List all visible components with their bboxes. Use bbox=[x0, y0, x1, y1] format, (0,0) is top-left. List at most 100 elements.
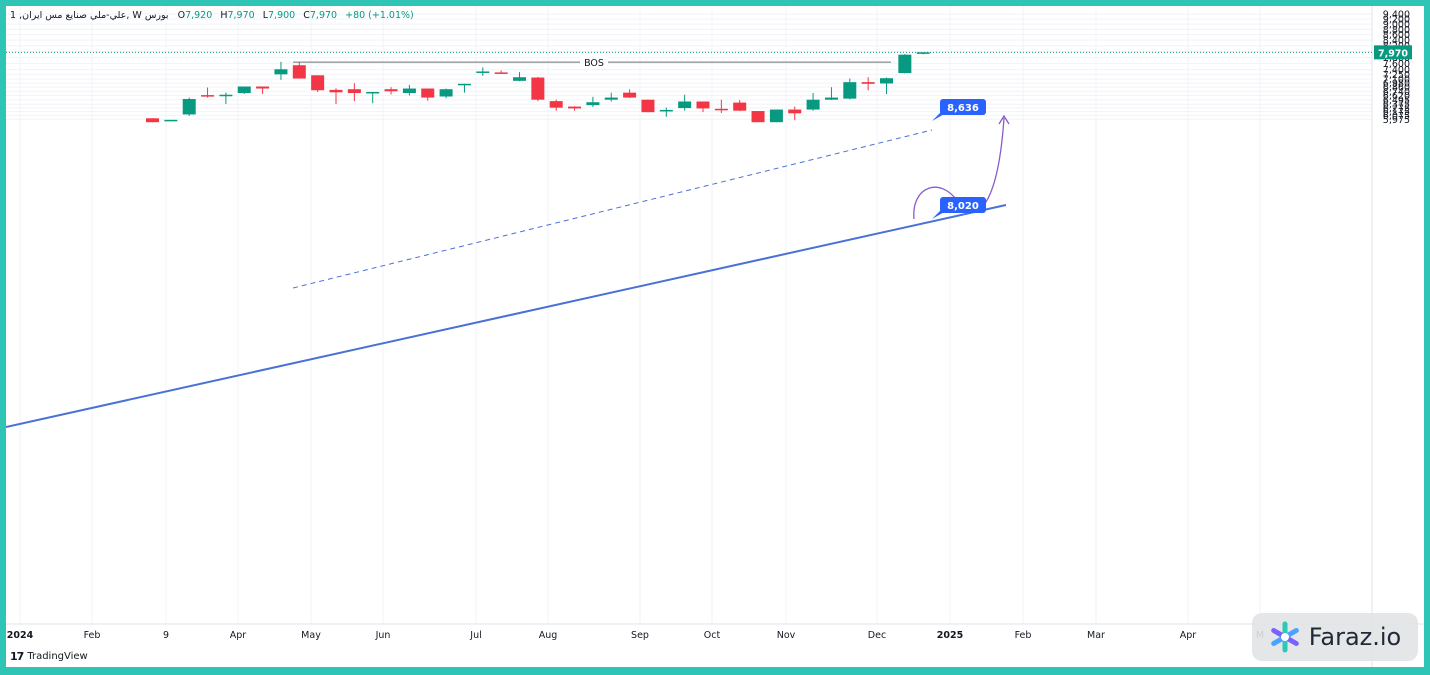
y-tick-label-16: 6,620 bbox=[1383, 91, 1410, 102]
y-tick-label-1: 9,200 bbox=[1383, 14, 1410, 25]
candle-body-39[interactable] bbox=[843, 82, 857, 99]
candle-body-7[interactable] bbox=[256, 86, 270, 89]
candle-body-32[interactable] bbox=[714, 108, 728, 111]
y-tick-label-12: 7,100 bbox=[1383, 75, 1410, 86]
projection-arrow-icon bbox=[998, 114, 1010, 125]
candle-body-9[interactable] bbox=[292, 65, 306, 79]
candle-body-19[interactable] bbox=[476, 71, 490, 73]
candle-body-30[interactable] bbox=[678, 101, 692, 109]
y-tick-label-21: 6,075 bbox=[1383, 111, 1410, 122]
x-tick-label-10: Nov bbox=[777, 630, 796, 641]
legend-high-label: H bbox=[220, 10, 228, 21]
legend-close-label: C bbox=[303, 10, 310, 21]
candle-body-24[interactable] bbox=[568, 106, 582, 109]
target-label-1-pointer bbox=[932, 211, 946, 219]
legend-open-label: O bbox=[177, 10, 186, 21]
y-tick-label-22: 5,975 bbox=[1383, 115, 1410, 126]
y-tick-label-2: 9,000 bbox=[1383, 20, 1410, 31]
faraz-watermark: Faraz.io bbox=[1252, 613, 1418, 661]
x-tick-label-1: Feb bbox=[84, 630, 101, 641]
candle-body-3[interactable] bbox=[182, 98, 196, 115]
legend-exchange: بورس bbox=[144, 10, 169, 21]
last-price-badge-text: 7,970 bbox=[1378, 48, 1408, 59]
candle-body-21[interactable] bbox=[513, 77, 526, 81]
candle-body-41[interactable] bbox=[880, 78, 893, 84]
candle-body-22[interactable] bbox=[531, 77, 545, 100]
tradingview-brand[interactable]: 17 TradingView bbox=[10, 650, 88, 663]
candle-body-11[interactable] bbox=[329, 89, 343, 93]
candle-body-34[interactable] bbox=[751, 111, 765, 123]
y-tick-label-13: 6,980 bbox=[1383, 79, 1410, 90]
legend-close: 7,970 bbox=[309, 10, 338, 21]
x-tick-label-0: 2024 bbox=[7, 630, 34, 641]
candle-body-2[interactable] bbox=[164, 119, 178, 122]
y-tick-label-18: 6,375 bbox=[1383, 100, 1410, 111]
candle-body-8[interactable] bbox=[274, 69, 288, 75]
candle-body-18[interactable] bbox=[457, 83, 471, 86]
channel-dashed-line[interactable] bbox=[292, 129, 933, 289]
candle-body-1[interactable] bbox=[146, 118, 159, 123]
target-label-1-text: 8,020 bbox=[947, 201, 979, 212]
candle-body-5[interactable] bbox=[219, 94, 233, 97]
legend-low: 7,900 bbox=[268, 10, 296, 21]
legend-change: +80 (+1.01%) bbox=[345, 10, 414, 21]
candle-body-14[interactable] bbox=[384, 89, 398, 92]
y-tick-label-5: 8,400 bbox=[1383, 36, 1410, 47]
candle-body-36[interactable] bbox=[788, 109, 802, 114]
symbol-legend: 1 ,علي-ملي صنايع مس ايران, W بورس O7,920… bbox=[10, 10, 419, 21]
y-tick-label-3: 8,800 bbox=[1383, 25, 1410, 36]
bos-label-bg bbox=[580, 55, 608, 69]
trendline[interactable] bbox=[6, 204, 1007, 428]
candle-body-17[interactable] bbox=[439, 89, 453, 97]
candle-body-20[interactable] bbox=[494, 72, 508, 74]
candle-body-26[interactable] bbox=[604, 97, 618, 100]
y-tick-label-11: 7,250 bbox=[1383, 70, 1410, 81]
bos-label: BOS bbox=[584, 58, 604, 69]
candle-body-4[interactable] bbox=[201, 95, 215, 97]
x-tick-label-2: 9 bbox=[163, 630, 169, 641]
candle-body-37[interactable] bbox=[806, 99, 820, 110]
candle-body-6[interactable] bbox=[237, 86, 251, 94]
candle-body-16[interactable] bbox=[421, 88, 435, 98]
candle-body-15[interactable] bbox=[402, 88, 416, 94]
target-label-2-bg[interactable] bbox=[940, 99, 986, 115]
tradingview-name: TradingView bbox=[27, 651, 88, 662]
y-tick-label-17: 6,495 bbox=[1383, 95, 1410, 106]
candle-body-38[interactable] bbox=[824, 97, 838, 100]
y-tick-label-4: 8,600 bbox=[1383, 30, 1410, 41]
candle-body-33[interactable] bbox=[733, 102, 747, 111]
x-tick-label-14: Mar bbox=[1087, 630, 1105, 641]
price-chart[interactable]: 9,4009,2009,0008,8008,6008,4008,2008,000… bbox=[6, 6, 1424, 667]
target-label-1-bg[interactable] bbox=[940, 197, 986, 213]
candle-body-13[interactable] bbox=[366, 91, 380, 94]
legend-symbol: 1 ,علي-ملي صنايع مس ايران, W bbox=[10, 10, 142, 21]
y-tick-label-14: 6,860 bbox=[1383, 83, 1410, 94]
y-tick-label-10: 7,400 bbox=[1383, 65, 1410, 76]
watermark-text: Faraz.io bbox=[1308, 623, 1402, 651]
candle-body-10[interactable] bbox=[311, 75, 325, 91]
candle-body-29[interactable] bbox=[659, 109, 673, 112]
x-tick-label-6: Jul bbox=[469, 630, 481, 641]
x-tick-label-9: Oct bbox=[704, 630, 721, 641]
x-tick-label-15: Apr bbox=[1180, 630, 1197, 641]
candle-body-23[interactable] bbox=[549, 101, 563, 108]
candle-body-42[interactable] bbox=[898, 54, 912, 74]
x-tick-label-8: Sep bbox=[631, 630, 649, 641]
candle-body-40[interactable] bbox=[861, 82, 875, 84]
x-tick-label-11: Dec bbox=[868, 630, 886, 641]
x-tick-label-5: Jun bbox=[375, 630, 391, 641]
candle-body-25[interactable] bbox=[586, 102, 600, 106]
tradingview-logo-icon: 17 bbox=[10, 650, 24, 663]
candle-body-28[interactable] bbox=[641, 99, 655, 113]
candle-body-35[interactable] bbox=[769, 109, 783, 123]
y-tick-label-20: 6,175 bbox=[1383, 107, 1410, 118]
chart-frame: 9,4009,2009,0008,8008,6008,4008,2008,000… bbox=[6, 6, 1424, 667]
legend-low-label: L bbox=[262, 10, 268, 21]
candle-body-27[interactable] bbox=[623, 92, 637, 98]
candle-body-43[interactable] bbox=[916, 52, 930, 54]
x-tick-label-13: Feb bbox=[1015, 630, 1032, 641]
legend-high: 7,970 bbox=[227, 10, 255, 21]
candle-body-31[interactable] bbox=[696, 101, 710, 109]
y-tick-label-9: 7,600 bbox=[1383, 59, 1410, 70]
candle-body-12[interactable] bbox=[347, 89, 361, 94]
